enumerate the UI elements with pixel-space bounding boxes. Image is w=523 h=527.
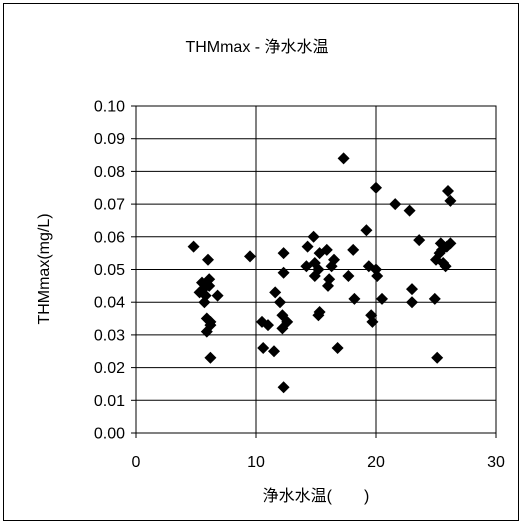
- x-tick-label: 10: [247, 454, 265, 471]
- data-point: [203, 273, 216, 286]
- data-point: [312, 263, 325, 276]
- data-point: [268, 345, 280, 358]
- y-tick-label: 0.01: [94, 393, 125, 410]
- data-point: [413, 234, 426, 247]
- x-tick-label: 0: [132, 454, 141, 471]
- data-point: [366, 315, 379, 328]
- data-point: [444, 194, 457, 207]
- data-point: [277, 381, 290, 394]
- x-axis-label: 浄水水温( ): [263, 487, 370, 505]
- data-point: [376, 292, 388, 305]
- data-point: [331, 341, 344, 354]
- data-point: [328, 253, 340, 266]
- data-point: [348, 292, 361, 305]
- y-tick-label: 0.09: [94, 131, 125, 148]
- data-point: [257, 341, 270, 354]
- data-point: [204, 319, 217, 332]
- data-point: [274, 296, 286, 309]
- data-point: [406, 283, 418, 296]
- data-point: [269, 286, 282, 299]
- data-point: [244, 250, 256, 263]
- data-point: [337, 152, 350, 165]
- data-point: [428, 292, 441, 305]
- data-point: [371, 270, 384, 283]
- data-point: [403, 204, 416, 217]
- y-tick-label: 0.00: [94, 426, 125, 443]
- chart-title: THMmax - 浄水水温: [185, 38, 328, 56]
- chart-svg: THMmax - 浄水水温 0.000.010.020.030.040.050.…: [36, 38, 505, 505]
- y-tick-label: 0.03: [94, 327, 125, 344]
- chart-frame: THMmax - 浄水水温 0.00 0.01 0.02 0.03 0.04 0.05 0.…: [3, 3, 519, 521]
- axis-layer: 0.00 0.01 0.02 0.03 0.04 0.05 0.06 0.07 0.08 0.09…: [94, 99, 505, 472]
- data-point: [431, 351, 444, 364]
- y-tick-label: 0.10: [94, 99, 125, 116]
- data-point: [389, 198, 402, 211]
- data-point: [202, 253, 214, 266]
- points-layer: [187, 152, 457, 394]
- data-point: [320, 243, 333, 256]
- y-axis-label: THMmax(mg/L): [36, 213, 53, 324]
- data-point: [281, 315, 294, 328]
- grid-layer: [136, 106, 496, 433]
- y-tick-label: 0.08: [94, 164, 125, 181]
- x-tick-label: 20: [367, 454, 385, 471]
- data-point: [323, 273, 336, 286]
- data-point: [370, 181, 382, 194]
- data-point: [187, 240, 200, 253]
- y-tick-label: 0.06: [94, 229, 125, 246]
- x-tick-label: 30: [487, 454, 505, 471]
- y-tick-label: 0.02: [94, 360, 125, 377]
- data-point: [360, 224, 373, 237]
- data-point: [211, 289, 224, 302]
- data-point: [313, 306, 326, 319]
- data-point: [347, 243, 360, 256]
- data-point: [203, 279, 216, 292]
- data-point: [277, 266, 290, 279]
- data-point: [439, 260, 452, 273]
- data-point: [204, 351, 217, 364]
- data-point: [277, 247, 290, 260]
- data-point: [301, 240, 314, 253]
- data-point: [444, 237, 457, 250]
- data-point: [262, 319, 274, 332]
- data-point: [342, 270, 355, 283]
- y-tick-label: 0.07: [94, 197, 125, 214]
- data-point: [199, 289, 212, 302]
- data-point: [406, 296, 418, 309]
- y-tick-label: 0.04: [94, 295, 125, 312]
- data-point: [307, 230, 320, 243]
- y-tick-label: 0.05: [94, 262, 125, 279]
- data-point: [442, 185, 454, 198]
